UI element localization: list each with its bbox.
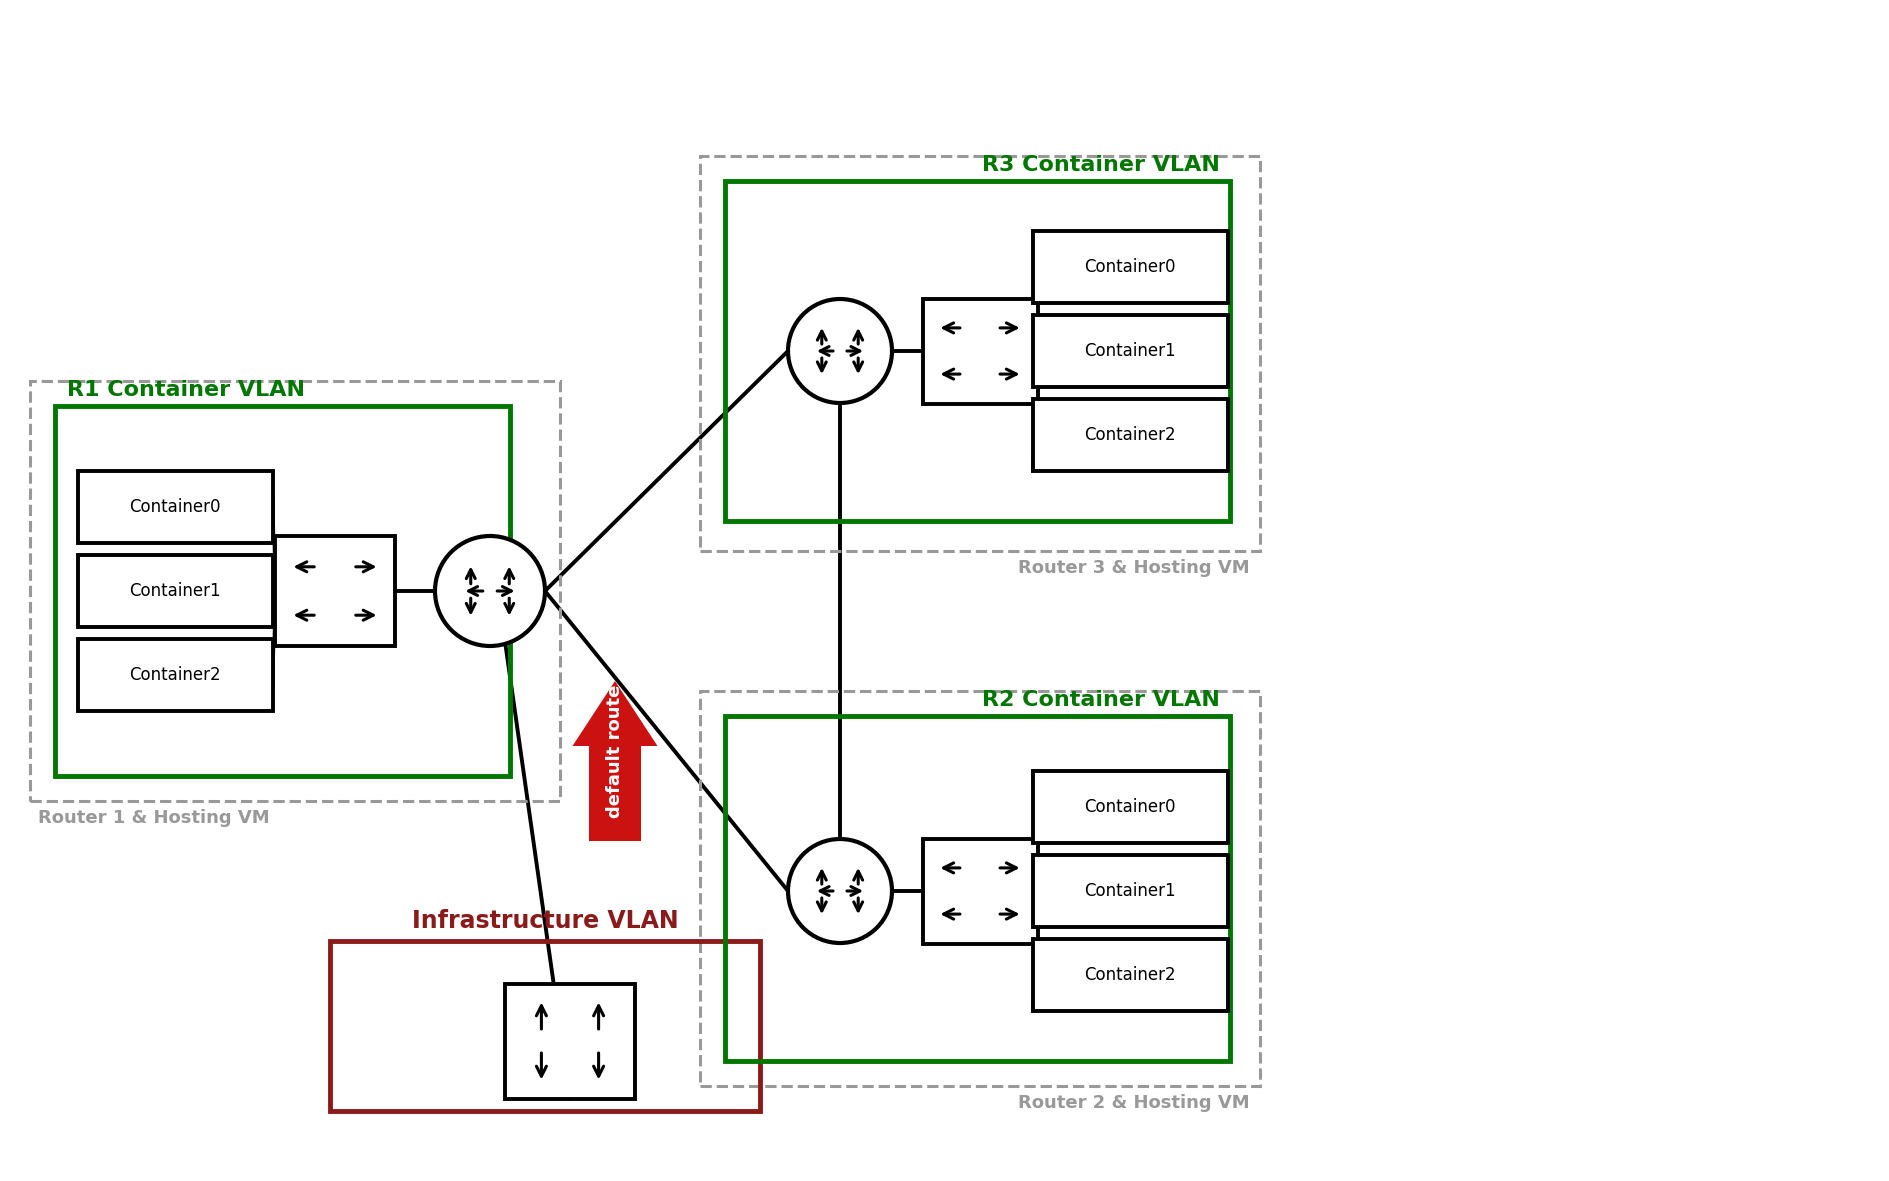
Text: Router 3 & Hosting VM: Router 3 & Hosting VM bbox=[1018, 559, 1249, 578]
Text: Container0: Container0 bbox=[128, 498, 221, 516]
Bar bbox=[1031, 231, 1226, 304]
Circle shape bbox=[788, 839, 892, 942]
Text: Container1: Container1 bbox=[1084, 342, 1175, 360]
Circle shape bbox=[434, 536, 544, 646]
Bar bbox=[77, 555, 272, 627]
Text: Router 2 & Hosting VM: Router 2 & Hosting VM bbox=[1018, 1094, 1249, 1113]
Bar bbox=[922, 299, 1037, 404]
Bar bbox=[699, 691, 1260, 1087]
Text: Infrastructure VLAN: Infrastructure VLAN bbox=[412, 909, 678, 933]
Text: Container2: Container2 bbox=[1084, 966, 1175, 984]
Text: Container2: Container2 bbox=[1084, 426, 1175, 444]
Bar bbox=[1031, 771, 1226, 843]
Text: R1 Container VLAN: R1 Container VLAN bbox=[66, 380, 304, 400]
Bar bbox=[1031, 939, 1226, 1011]
Text: default route: default route bbox=[606, 684, 623, 817]
Bar bbox=[504, 984, 635, 1098]
Bar bbox=[276, 536, 395, 646]
Bar bbox=[699, 156, 1260, 552]
Bar bbox=[1031, 399, 1226, 471]
Circle shape bbox=[788, 299, 892, 403]
Bar bbox=[30, 381, 559, 801]
Bar bbox=[77, 639, 272, 711]
Text: Container2: Container2 bbox=[128, 666, 221, 684]
Text: Container1: Container1 bbox=[128, 582, 221, 600]
Bar bbox=[725, 181, 1230, 521]
Text: R2 Container VLAN: R2 Container VLAN bbox=[982, 690, 1220, 710]
Bar bbox=[331, 941, 759, 1111]
Text: Router 1 & Hosting VM: Router 1 & Hosting VM bbox=[38, 809, 270, 827]
Text: Container0: Container0 bbox=[1084, 257, 1175, 276]
Bar bbox=[922, 839, 1037, 944]
Bar bbox=[55, 406, 510, 776]
Bar bbox=[725, 716, 1230, 1061]
Text: R3 Container VLAN: R3 Container VLAN bbox=[982, 155, 1220, 175]
Bar bbox=[1031, 315, 1226, 387]
Bar bbox=[77, 471, 272, 543]
Text: Container1: Container1 bbox=[1084, 882, 1175, 900]
Text: Container0: Container0 bbox=[1084, 798, 1175, 816]
Bar bbox=[1031, 855, 1226, 927]
Polygon shape bbox=[572, 681, 657, 841]
